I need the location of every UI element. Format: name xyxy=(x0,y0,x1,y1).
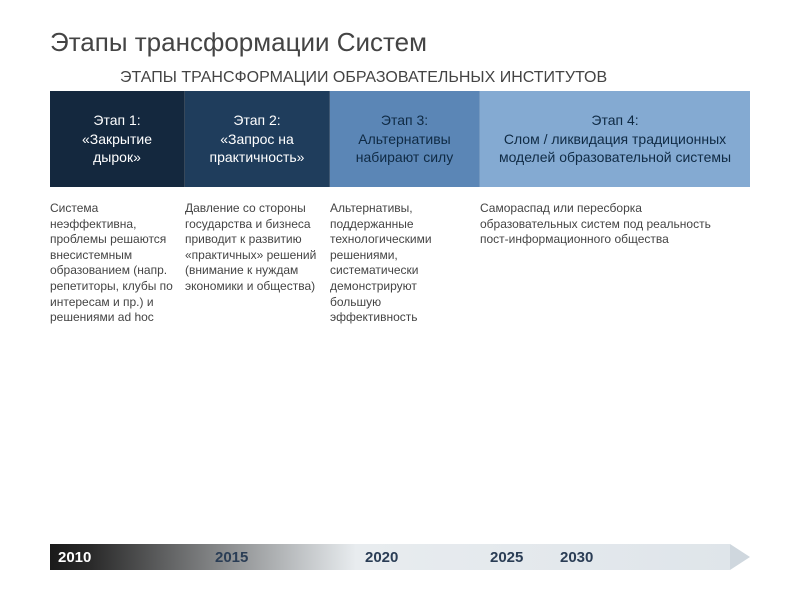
timeline-tick-2020: 2020 xyxy=(365,544,398,570)
page-subtitle: ЭТАПЫ ТРАНСФОРМАЦИИ ОБРАЗОВАТЕЛЬНЫХ ИНСТ… xyxy=(0,58,800,87)
stage-subtitle: Альтернативы набирают силу xyxy=(338,131,471,166)
stage-header-1: Этап 1:«Закрытие дырок» xyxy=(50,91,185,187)
stages-desc-row: Система неэффективна, проблемы решаются … xyxy=(50,201,750,326)
timeline-tick-2030: 2030 xyxy=(560,544,593,570)
stage-subtitle: «Запрос на практичность» xyxy=(193,131,321,166)
stage-subtitle: «Закрытие дырок» xyxy=(58,131,176,166)
timeline-arrow-icon xyxy=(730,544,750,570)
stage-title: Этап 3: xyxy=(381,112,428,130)
stage-header-4: Этап 4:Слом / ликвидация традиционных мо… xyxy=(480,91,750,187)
timeline: 2010 2015 2020 2025 2030 xyxy=(50,544,750,570)
stages-header-row: Этап 1:«Закрытие дырок»Этап 2:«Запрос на… xyxy=(50,91,750,187)
stage-title: Этап 4: xyxy=(591,112,638,130)
stage-desc-1: Система неэффективна, проблемы решаются … xyxy=(50,201,185,326)
stage-subtitle: Слом / ликвидация традиционных моделей о… xyxy=(488,131,742,166)
stage-title: Этап 2: xyxy=(233,112,280,130)
stage-header-2: Этап 2:«Запрос на практичность» xyxy=(185,91,330,187)
stage-desc-2: Давление со стороны государства и бизнес… xyxy=(185,201,330,326)
stage-header-3: Этап 3:Альтернативы набирают силу xyxy=(330,91,480,187)
timeline-tick-2010: 2010 xyxy=(58,544,91,570)
timeline-tick-2015: 2015 xyxy=(215,544,248,570)
stage-desc-4: Самораспад или пересборка образовательны… xyxy=(480,201,750,326)
page-title: Этапы трансформации Систем xyxy=(0,0,800,58)
stage-title: Этап 1: xyxy=(93,112,140,130)
timeline-tick-2025: 2025 xyxy=(490,544,523,570)
stage-desc-3: Альтернативы, поддержанные технологическ… xyxy=(330,201,480,326)
